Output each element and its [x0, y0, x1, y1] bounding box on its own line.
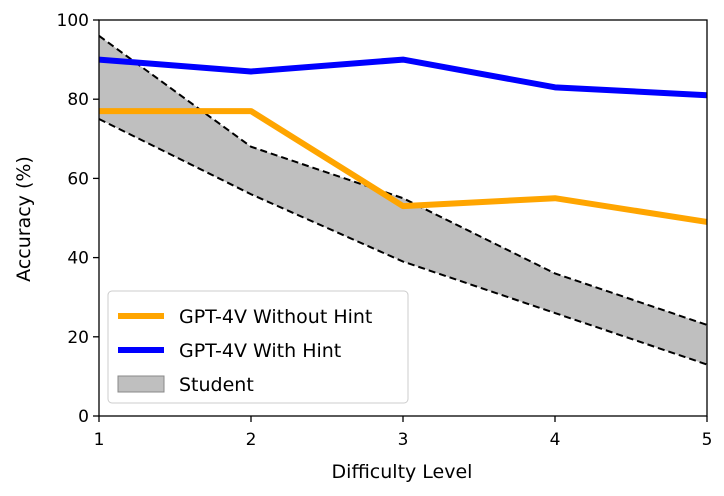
- x-axis-label: Difficulty Level: [332, 461, 473, 483]
- student-band-lower-edge: [98, 118, 708, 366]
- legend-swatch-student: [117, 375, 165, 393]
- series-line-0: [99, 108, 708, 225]
- legend-label-student: Student: [179, 374, 254, 396]
- student-band-upper-edge: [98, 35, 708, 326]
- y-axis-label: Accuracy (%): [13, 156, 35, 282]
- series-line-1: [98, 56, 708, 99]
- x-tick-label: 5: [702, 430, 713, 450]
- x-tick-label: 4: [550, 430, 561, 450]
- plot-area: [98, 19, 708, 417]
- legend-label-1: GPT-4V With Hint: [179, 340, 341, 362]
- y-tick-label: 20: [67, 328, 89, 348]
- legend: GPT-4V Without Hint GPT-4V With Hint Stude…: [107, 290, 409, 404]
- x-tick-label: 2: [246, 430, 257, 450]
- y-tick-label: 80: [67, 90, 89, 110]
- y-axis-ticks: 0 20 40 60 80 100: [57, 11, 99, 427]
- y-tick-label: 0: [78, 407, 89, 427]
- y-tick-label: 100: [57, 11, 89, 31]
- student-band: [99, 35, 707, 365]
- x-tick-label: 1: [94, 430, 105, 450]
- x-axis-ticks: 1 2 3 4 5: [94, 416, 713, 450]
- x-tick-label: 3: [398, 430, 409, 450]
- legend-label-0: GPT-4V Without Hint: [179, 306, 372, 328]
- y-tick-label: 40: [67, 249, 89, 269]
- legend-box: [107, 290, 409, 404]
- y-tick-label: 60: [67, 169, 89, 189]
